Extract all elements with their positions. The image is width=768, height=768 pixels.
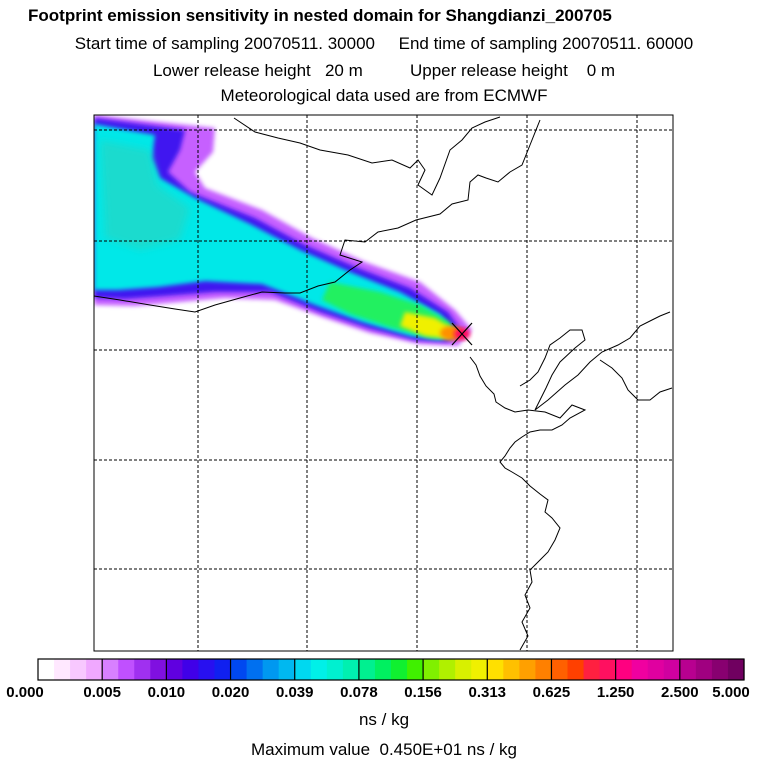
colorbar-swatch — [278, 659, 296, 680]
colorbar-swatch — [326, 659, 344, 680]
upper-value: 0 m — [586, 61, 616, 80]
colorbar-swatch — [102, 659, 119, 680]
colorbar-swatch — [423, 659, 440, 680]
receptor-x-marker — [451, 322, 473, 346]
lower-label: Lower release height — [152, 61, 311, 80]
colorbar-swatch — [391, 659, 408, 680]
colorbar-swatch — [262, 659, 280, 680]
colorbar-swatch — [374, 659, 392, 680]
colorbar-swatch — [567, 659, 585, 680]
colorbar-swatch — [599, 659, 617, 680]
colorbar-swatch — [711, 659, 729, 680]
colorbar-swatch — [695, 659, 713, 680]
plume — [94, 115, 472, 346]
colorbar-swatch — [535, 659, 553, 680]
peninsula-coast — [519, 311, 671, 411]
colorbar-tick-label: 5.000 — [712, 684, 750, 701]
colorbar-swatch — [647, 659, 665, 680]
colorbar-swatch — [134, 659, 151, 680]
colorbar-tick-label: 0.020 — [211, 684, 250, 701]
maximum-value-line: Maximum value 0.450E+01 ns / kg — [0, 740, 768, 760]
colorbar-swatch — [631, 659, 649, 680]
colorbar-swatch — [182, 659, 200, 680]
plume-teal-patch — [100, 140, 190, 250]
colorbar-tick-label: 2.500 — [661, 684, 699, 701]
colorbar-swatch — [551, 659, 569, 680]
colorbar-swatch — [86, 659, 103, 680]
colorbar-swatch — [455, 659, 472, 680]
colorbar-units: ns / kg — [358, 710, 410, 729]
country-border-south — [94, 119, 541, 313]
plume-cyan-core — [94, 124, 455, 340]
colorbar-swatch — [679, 659, 697, 680]
colorbar-swatch — [310, 659, 328, 680]
met-data-line: Meteorological data used are from ECMWF — [220, 86, 548, 105]
colorbar-tick-label: 0.039 — [275, 684, 314, 701]
colorbar-tick-label: 0.005 — [83, 684, 121, 701]
colorbar-swatch — [166, 659, 184, 680]
end-label: End time of sampling — [398, 34, 558, 53]
colorbar-swatch — [503, 659, 520, 680]
colorbar-swatch — [198, 659, 216, 680]
colorbar-swatch — [471, 659, 488, 680]
colorbar-swatch — [150, 659, 167, 680]
lower-value: 20 m — [324, 61, 363, 80]
country-border-north — [233, 116, 501, 196]
colorbar-tick-label: 1.250 — [596, 684, 635, 701]
colorbar-swatch — [246, 659, 264, 680]
colorbar-swatch — [38, 659, 55, 680]
max-value: 0.450E+01 ns / kg — [379, 740, 518, 759]
plot-title: Footprint emission sensitivity in nested… — [28, 6, 612, 25]
colorbar-dividers — [101, 659, 681, 680]
colorbar-swatch — [230, 659, 248, 680]
sampling-times-line: Start time of sampling 20070511. 30000 E… — [0, 34, 768, 54]
colorbar-tick-label: 0.010 — [147, 684, 186, 701]
colorbar-swatch — [70, 659, 87, 680]
boundaries — [94, 116, 673, 651]
colorbar-tick-label: 0.156 — [404, 684, 442, 701]
peninsula-coast-east — [599, 359, 673, 401]
colorbar-tick-label: 0.625 — [532, 684, 571, 701]
end-value: 20070511. 60000 — [562, 34, 694, 53]
colorbar-tick-label: 0.078 — [340, 684, 378, 701]
colorbar-swatch — [358, 659, 376, 680]
start-value: 20070511. 30000 — [243, 34, 376, 53]
colorbar-swatch — [519, 659, 537, 680]
colorbar-tick-label: 0.000 — [6, 684, 44, 701]
graticule — [94, 115, 673, 651]
colorbar-swatch — [294, 659, 312, 680]
colorbar-swatch — [407, 659, 424, 680]
colorbar-frame — [37, 658, 745, 681]
coastline — [469, 356, 587, 651]
max-label: Maximum value — [250, 740, 371, 759]
colorbar-tick-label: 0.313 — [468, 684, 507, 701]
colorbar-swatch — [439, 659, 456, 680]
start-label: Start time of sampling — [74, 34, 240, 53]
colorbar-swatch — [583, 659, 601, 680]
colorbar-swatch — [663, 659, 681, 680]
colorbar-swatch — [118, 659, 135, 680]
colorbar-swatch — [54, 659, 71, 680]
colorbar — [38, 659, 745, 680]
colorbar-swatch — [487, 659, 504, 680]
colorbar-swatch — [214, 659, 232, 680]
colorbar-swatch — [342, 659, 360, 680]
release-height-line: Lower release height 20 m Upper release … — [0, 61, 768, 81]
upper-label: Upper release height — [409, 61, 568, 80]
colorbar-swatch — [615, 659, 633, 680]
colorbar-swatch — [727, 659, 745, 680]
map-frame — [93, 114, 674, 652]
